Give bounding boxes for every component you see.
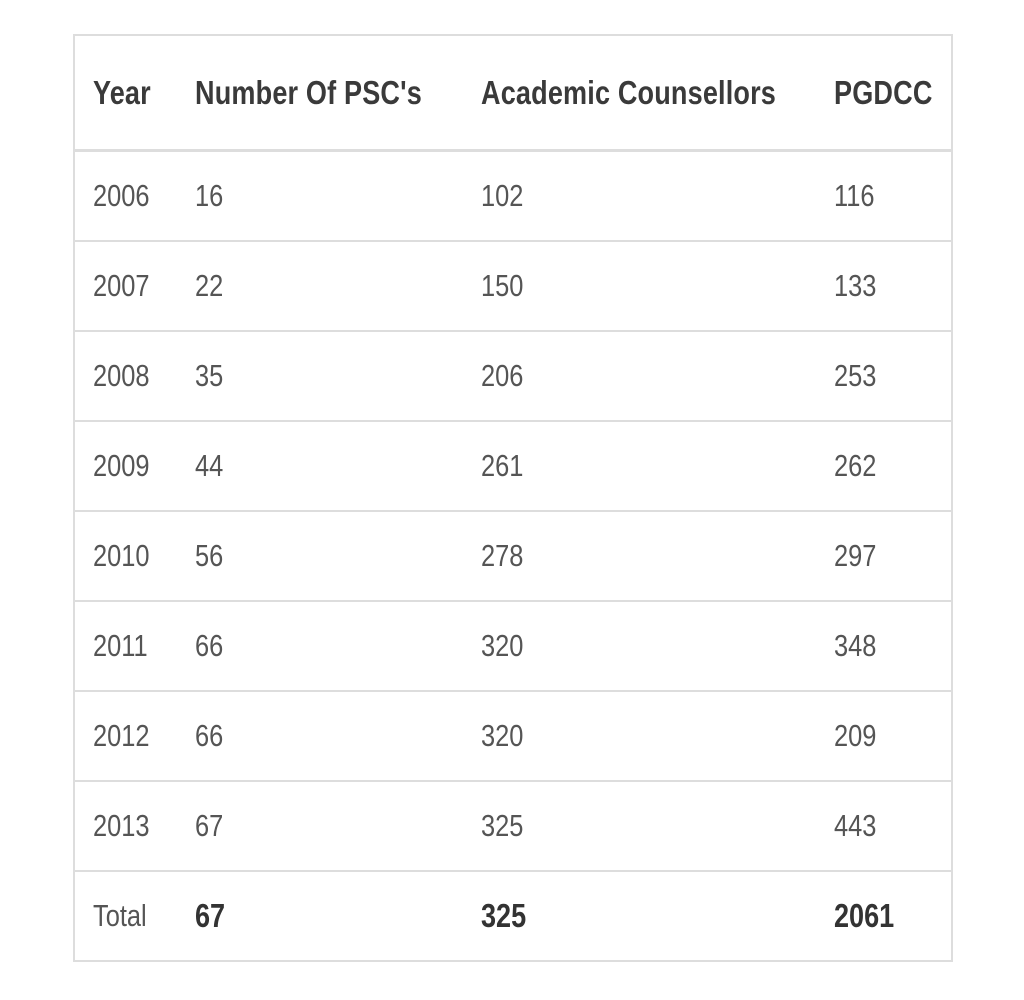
cell-pgdcc: 443 [816, 780, 951, 871]
cell-academic-counsellors: 102 [481, 178, 524, 213]
header-row: Year Number Of PSC's Academic Counsellor… [75, 36, 951, 152]
cell-year: 2013 [75, 780, 177, 871]
total-pgdcc: 2061 [816, 870, 951, 960]
data-table-container: Year Number Of PSC's Academic Counsellor… [73, 34, 953, 962]
table-row: 2013 67 325 443 [75, 780, 951, 871]
cell-pgdcc: 253 [816, 330, 951, 421]
cell-year: 2010 [75, 510, 177, 601]
header-year: Year [75, 36, 177, 152]
table-row: 2011 66 320 348 [75, 600, 951, 691]
data-table: Year Number Of PSC's Academic Counsellor… [75, 36, 951, 960]
cell-number-of-pscs: 16 [195, 178, 224, 213]
cell-year: 2011 [75, 600, 177, 691]
cell-number-of-pscs: 66 [177, 690, 463, 781]
cell-number-of-pscs: 35 [177, 330, 463, 421]
table-row: 2006 16 102 116 [75, 151, 951, 242]
table-row: 2010 56 278 297 [75, 510, 951, 601]
cell-academic-counsellors: 320 [463, 690, 816, 781]
cell-number-of-pscs: 44 [177, 420, 463, 511]
cell-year: 2007 [75, 240, 177, 331]
table-row: 2007 22 150 133 [75, 240, 951, 331]
cell-year: 2008 [75, 330, 177, 421]
table-row: 2009 44 261 262 [75, 420, 951, 511]
cell-pgdcc: 297 [816, 510, 951, 601]
cell-academic-counsellors: 325 [463, 780, 816, 871]
cell-academic-counsellors: 206 [463, 330, 816, 421]
cell-pgdcc: 209 [816, 690, 951, 781]
cell-academic-counsellors: 278 [463, 510, 816, 601]
table-header: Year Number Of PSC's Academic Counsellor… [75, 36, 951, 152]
cell-number-of-pscs: 56 [177, 510, 463, 601]
total-row: Total 67 325 2061 [75, 870, 951, 960]
cell-number-of-pscs: 66 [177, 600, 463, 691]
cell-year: 2009 [75, 420, 177, 511]
cell-academic-counsellors: 150 [463, 240, 816, 331]
header-number-of-pscs: Number Of PSC's [177, 36, 463, 152]
cell-pgdcc: 133 [816, 240, 951, 331]
cell-number-of-pscs: 22 [177, 240, 463, 331]
table-row: 2008 35 206 253 [75, 330, 951, 421]
table-row: 2012 66 320 209 [75, 690, 951, 781]
cell-academic-counsellors: 261 [463, 420, 816, 511]
cell-year: 2006 [93, 178, 150, 213]
cell-number-of-pscs: 67 [177, 780, 463, 871]
cell-pgdcc: 116 [834, 178, 875, 213]
total-number-of-pscs: 67 [177, 870, 463, 960]
cell-academic-counsellors: 320 [463, 600, 816, 691]
cell-pgdcc: 348 [816, 600, 951, 691]
table-footer: Total 67 325 2061 [75, 870, 951, 960]
total-label: Total [75, 870, 177, 960]
header-pgdcc: PGDCC [816, 36, 951, 152]
total-academic-counsellors: 325 [463, 870, 816, 960]
cell-year: 2012 [75, 690, 177, 781]
table-body: 2006 16 102 116 2007 22 150 133 2008 35 … [75, 151, 951, 871]
cell-pgdcc: 262 [816, 420, 951, 511]
header-academic-counsellors: Academic Counsellors [463, 36, 816, 152]
